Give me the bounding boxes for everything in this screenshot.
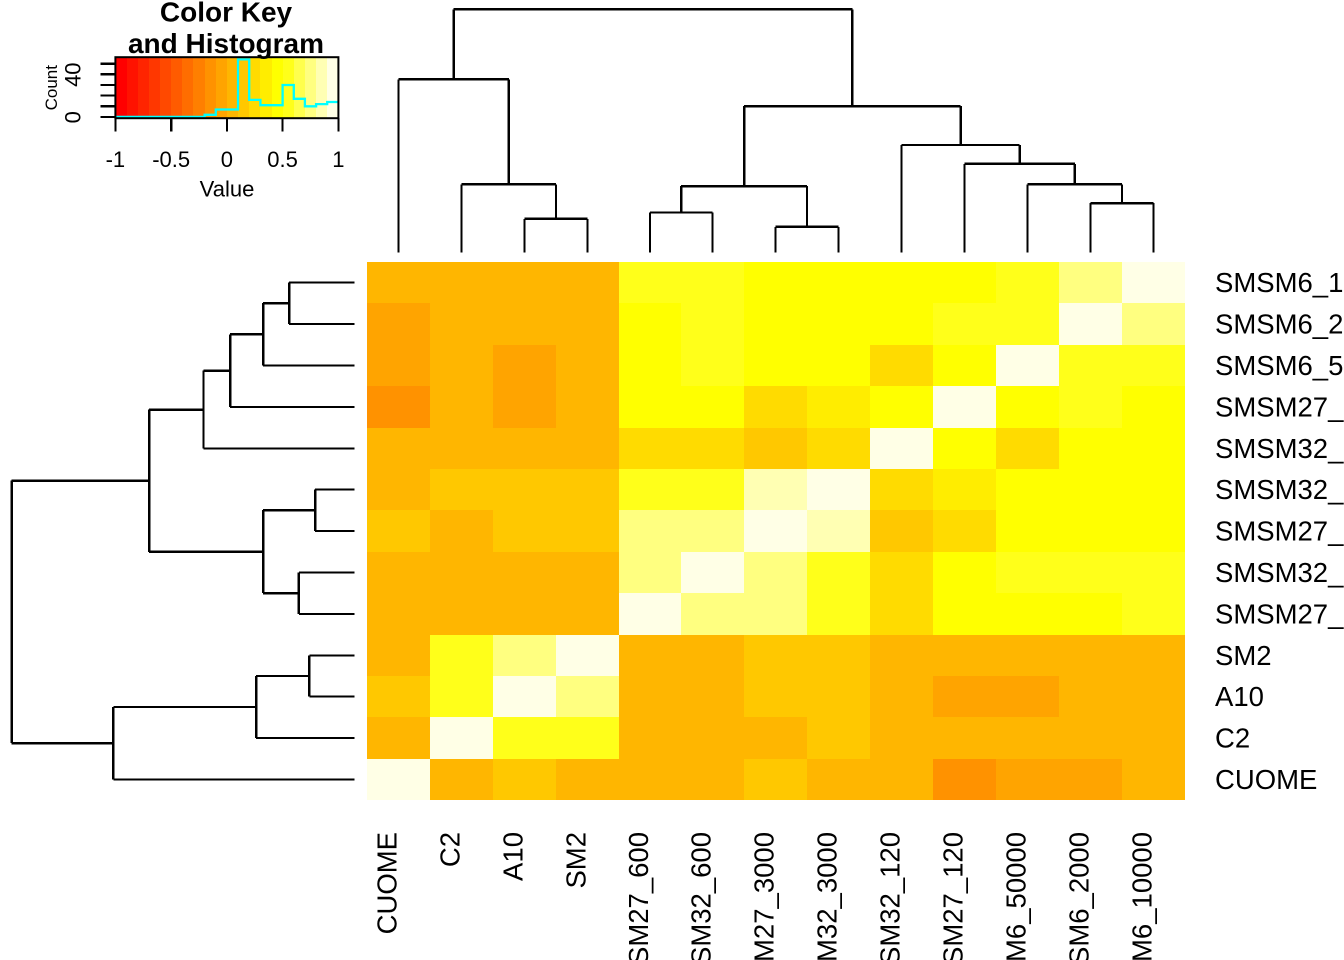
svg-text:A10: A10: [498, 832, 529, 881]
svg-text:SMSM6_50000: SMSM6_50000: [1215, 350, 1344, 381]
svg-text:SM2: SM2: [1215, 640, 1272, 671]
svg-text:A10: A10: [1215, 681, 1264, 712]
svg-text:Value: Value: [200, 176, 255, 201]
svg-text:SMSM32_600: SMSM32_600: [686, 832, 717, 960]
svg-text:SMSM6_2000: SMSM6_2000: [1064, 832, 1095, 960]
svg-text:SMSM27_3000: SMSM27_3000: [1215, 515, 1344, 546]
svg-text:SMSM32_120: SMSM32_120: [1215, 433, 1344, 464]
svg-text:SMSM6_10000: SMSM6_10000: [1215, 267, 1344, 298]
svg-text:C2: C2: [1215, 722, 1250, 753]
svg-text:SMSM32_3000: SMSM32_3000: [812, 832, 843, 960]
svg-text:SM2: SM2: [561, 832, 592, 889]
svg-text:Count: Count: [42, 65, 61, 111]
svg-text:SMSM6_10000: SMSM6_10000: [1127, 832, 1158, 960]
svg-text:C2: C2: [435, 832, 466, 867]
svg-text:-1: -1: [106, 147, 126, 172]
svg-text:SMSM27_600: SMSM27_600: [623, 832, 654, 960]
svg-text:40: 40: [60, 62, 85, 86]
svg-text:-0.5: -0.5: [152, 147, 190, 172]
svg-text:Color Key: Color Key: [160, 0, 293, 27]
svg-text:SMSM27_600: SMSM27_600: [1215, 598, 1344, 629]
svg-text:SMSM32_120: SMSM32_120: [875, 832, 906, 960]
svg-text:0: 0: [221, 147, 233, 172]
svg-text:SMSM27_3000: SMSM27_3000: [749, 832, 780, 960]
svg-text:0: 0: [60, 111, 85, 123]
svg-text:SMSM6_50000: SMSM6_50000: [1001, 832, 1032, 960]
svg-text:SMSM27_120: SMSM27_120: [938, 832, 969, 960]
svg-text:1: 1: [332, 147, 344, 172]
svg-text:CUOME: CUOME: [1215, 764, 1317, 795]
svg-text:CUOME: CUOME: [372, 832, 403, 934]
svg-text:SMSM32_600: SMSM32_600: [1215, 557, 1344, 588]
svg-text:0.5: 0.5: [267, 147, 298, 172]
svg-text:and Histogram: and Histogram: [128, 28, 324, 59]
svg-text:SMSM32_3000: SMSM32_3000: [1215, 474, 1344, 505]
svg-text:SMSM27_120: SMSM27_120: [1215, 391, 1344, 422]
svg-text:SMSM6_2000: SMSM6_2000: [1215, 308, 1344, 339]
